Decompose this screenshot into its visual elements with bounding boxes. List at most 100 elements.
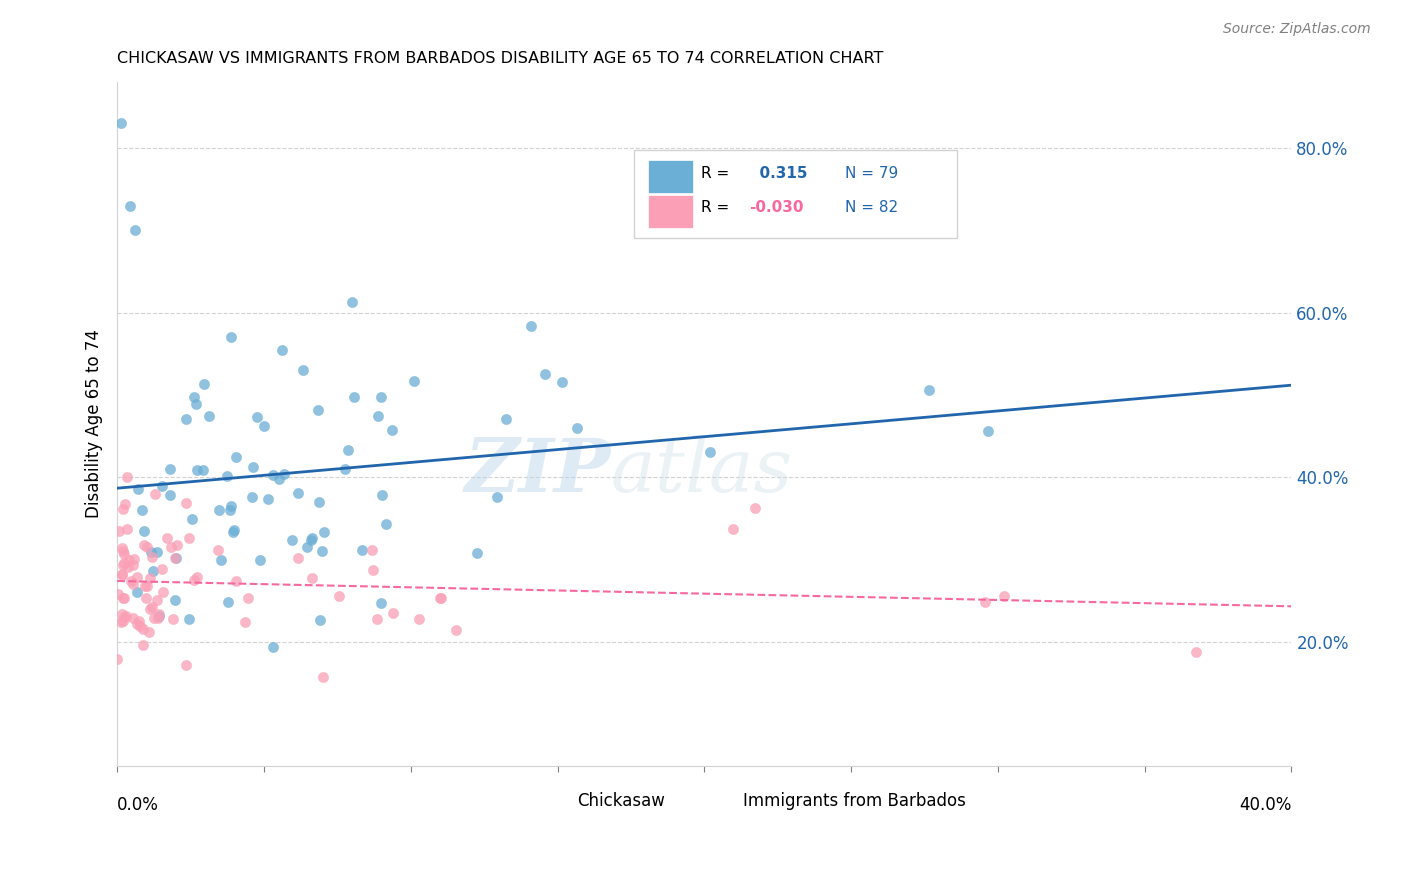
Point: [193, 377, 215, 392]
Point: [162, 612, 184, 626]
Point: [136, 579, 159, 593]
Point: [217, 595, 239, 609]
Point: [159, 462, 181, 476]
Point: [138, 624, 160, 639]
Point: [340, 295, 363, 310]
Point: [107, 524, 129, 539]
Point: [262, 467, 284, 482]
Point: [139, 602, 162, 616]
Point: [312, 524, 335, 539]
Y-axis label: Disability Age 65 to 74: Disability Age 65 to 74: [86, 329, 103, 518]
Point: [299, 533, 322, 547]
Text: R =: R =: [700, 166, 734, 180]
Point: [446, 623, 468, 637]
Point: [273, 467, 295, 481]
Point: [361, 563, 384, 577]
Point: [311, 543, 333, 558]
Point: [176, 411, 198, 425]
FancyBboxPatch shape: [529, 788, 572, 821]
Point: [165, 550, 187, 565]
Point: [193, 463, 215, 477]
Point: [287, 551, 309, 566]
Point: [148, 609, 170, 624]
Point: [225, 574, 247, 588]
Point: [301, 571, 323, 585]
Point: [262, 640, 284, 654]
Point: [198, 409, 221, 423]
Point: [217, 469, 239, 483]
Point: [159, 488, 181, 502]
Point: [236, 591, 259, 606]
Point: [114, 556, 136, 570]
Point: [177, 531, 200, 545]
Point: [567, 421, 589, 435]
Point: [225, 450, 247, 465]
Text: Source: ZipAtlas.com: Source: ZipAtlas.com: [1223, 22, 1371, 37]
Point: [291, 363, 314, 377]
Point: [177, 612, 200, 626]
Text: 0.315: 0.315: [749, 166, 807, 180]
Point: [184, 397, 207, 411]
Point: [370, 596, 392, 610]
Point: [127, 617, 149, 632]
Point: [222, 525, 245, 540]
Point: [402, 374, 425, 388]
Point: [295, 540, 318, 554]
Point: [174, 496, 197, 510]
Point: [242, 460, 264, 475]
Point: [152, 585, 174, 599]
Point: [219, 330, 242, 344]
Point: [111, 558, 134, 573]
FancyBboxPatch shape: [648, 160, 693, 193]
Point: [146, 611, 169, 625]
Text: N = 79: N = 79: [845, 166, 898, 180]
Point: [118, 199, 141, 213]
Point: [121, 611, 143, 625]
Point: [142, 611, 165, 625]
Point: [270, 343, 292, 357]
Point: [222, 523, 245, 537]
Point: [112, 591, 135, 605]
Point: [287, 486, 309, 500]
Point: [127, 483, 149, 497]
Point: [160, 540, 183, 554]
Point: [122, 577, 145, 591]
Point: [465, 546, 488, 560]
Point: [918, 384, 941, 398]
Point: [132, 622, 155, 636]
Point: [974, 595, 997, 609]
Point: [246, 409, 269, 424]
Point: [111, 591, 134, 605]
Point: [429, 591, 451, 605]
Point: [117, 470, 139, 484]
Point: [256, 491, 278, 506]
Point: [163, 593, 186, 607]
Point: [120, 574, 142, 589]
Point: [219, 503, 242, 517]
Text: N = 82: N = 82: [845, 200, 898, 215]
Point: [208, 503, 231, 517]
Point: [129, 618, 152, 632]
Point: [699, 444, 721, 458]
Point: [301, 532, 323, 546]
Point: [135, 540, 157, 554]
Point: [180, 512, 202, 526]
Point: [107, 652, 129, 666]
Point: [977, 424, 1000, 438]
Point: [132, 538, 155, 552]
Point: [374, 517, 396, 532]
Point: [343, 390, 366, 404]
Point: [112, 502, 135, 516]
Point: [110, 116, 132, 130]
Point: [551, 375, 574, 389]
Point: [124, 552, 146, 566]
Point: [186, 569, 208, 583]
Point: [336, 442, 359, 457]
Point: [165, 550, 187, 565]
Point: [366, 612, 388, 626]
Point: [721, 522, 744, 536]
Point: [118, 553, 141, 567]
Point: [132, 524, 155, 538]
Point: [146, 592, 169, 607]
Point: [352, 543, 374, 558]
